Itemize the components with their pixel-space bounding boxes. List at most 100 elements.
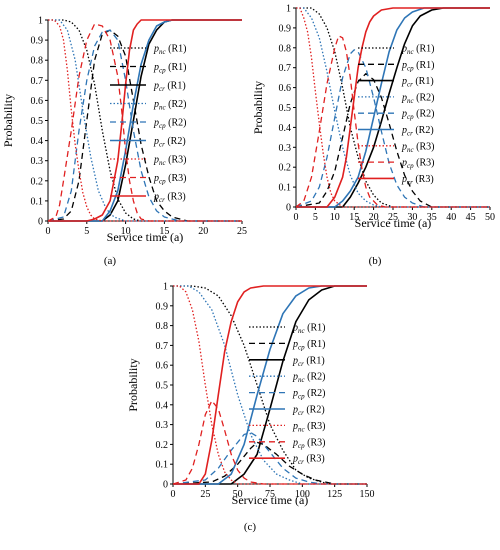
legend-label: pcp (R2) <box>153 118 186 131</box>
series-line-cr-r1 <box>296 7 490 208</box>
y-tick-label: 0.3 <box>279 143 292 154</box>
x-tick-label: 15 <box>159 226 169 237</box>
series-line-cp-r2 <box>296 49 490 208</box>
series-line-cr-r3 <box>48 19 242 222</box>
series-line-cr-r3 <box>173 285 367 485</box>
chart-panel-2: 00.10.20.30.40.50.60.70.80.910 5 10 15 20 25 3… <box>251 4 495 268</box>
x-tick-label: 45 <box>466 212 476 223</box>
y-tick-label: 0.7 <box>156 341 169 352</box>
series-line-cp-r2 <box>173 431 367 485</box>
series-line-cr-r2 <box>48 19 242 222</box>
y-tick-label: 0.8 <box>279 43 292 54</box>
legend-label: pcp (R2) <box>401 109 434 122</box>
y-tick-label: 0.5 <box>156 381 169 392</box>
legend-label: pcr (R3) <box>153 192 186 205</box>
y-tick-label: 0.2 <box>279 163 292 174</box>
legend-label: pnc (R2) <box>401 92 434 105</box>
legend-label: pnc (R1) <box>153 44 186 57</box>
legend-label: pcr (R1) <box>153 81 186 94</box>
series-line-cp-r1 <box>173 441 367 485</box>
chart-panel-3: 0 0.1 0.2 0.3 0.4 0.5 0.6 0.7 0.8 0.9 1 0 25 50 75 100 1… <box>126 282 375 534</box>
series-line-cr-r1 <box>173 285 367 485</box>
legend-label: pcr (R1) <box>292 355 325 368</box>
series-line-cp-r1 <box>296 73 490 208</box>
series-line-cp-r1 <box>48 29 242 222</box>
x-tick-label: 100 <box>295 489 310 500</box>
legend-label: pcp (R1) <box>292 339 325 352</box>
panel-caption: (a) <box>104 255 117 267</box>
y-tick-label: 0.2 <box>156 440 169 451</box>
y-axis-title: Probability <box>126 358 140 411</box>
y-tick-label: 0.1 <box>279 183 292 194</box>
x-tick-label: 40 <box>446 212 456 223</box>
panel-caption: (c) <box>244 521 257 533</box>
x-tick-label: 35 <box>427 212 437 223</box>
legend-label: pcr (R2) <box>292 405 325 418</box>
legend-label: pcr (R2) <box>153 136 186 149</box>
series-line-nc-r2 <box>296 7 490 208</box>
x-tick-label: 25 <box>237 226 247 237</box>
chart-panel-1: 00.10.20.30.40.50.60.70.80.910 5 10 15 20 25S… <box>1 16 247 268</box>
x-tick-label: 15 <box>349 212 359 223</box>
series-line-cp-r3 <box>173 400 367 485</box>
x-tick-label: 0 <box>46 226 51 237</box>
legend-label: pcp (R1) <box>153 62 186 75</box>
x-axis-title: Service time (a) <box>232 493 309 507</box>
y-tick-label: 0.4 <box>156 400 169 411</box>
y-tick-label: 0.8 <box>156 321 169 332</box>
y-tick-label: 0.7 <box>279 63 292 74</box>
y-tick-label: 1 <box>163 282 168 293</box>
x-tick-label: 0 <box>294 212 299 223</box>
series-line-nc-r3 <box>48 19 242 222</box>
y-tick-label: 0.3 <box>156 420 169 431</box>
y-tick-label: 0.8 <box>31 56 44 67</box>
y-axis-title: Probability <box>1 94 15 147</box>
x-tick-label: 5 <box>84 226 89 237</box>
legend-label: pnc (R2) <box>153 99 186 112</box>
legend-label: pcp (R1) <box>401 60 434 73</box>
x-axis-title: Service time (a) <box>355 216 432 230</box>
x-tick-label: 50 <box>233 489 243 500</box>
x-tick-label: 75 <box>265 489 275 500</box>
y-tick-label: 0.4 <box>31 136 44 147</box>
series-line-cr-r3 <box>296 7 490 208</box>
y-tick-label: 0.1 <box>31 196 44 207</box>
series-line-nc-r1 <box>173 285 367 485</box>
series-line-nc-r2 <box>173 285 367 485</box>
legend-label: pcr (R2) <box>401 125 434 138</box>
y-tick-label: 1 <box>38 16 43 27</box>
legend-label: pcp (R3) <box>401 158 434 171</box>
series-line-cp-r3 <box>48 23 242 222</box>
legend-label: pnc (R2) <box>292 372 325 385</box>
series-line-cp-r3 <box>296 35 490 208</box>
x-tick-label: 20 <box>198 226 208 237</box>
legend-label: pnc (R3) <box>292 421 325 434</box>
y-tick-label: 0.6 <box>31 96 44 107</box>
series-line-nc-r3 <box>296 7 490 208</box>
series-line-nc-r3 <box>173 285 367 485</box>
y-tick-label: 0 <box>38 217 43 228</box>
x-tick-label: 10 <box>121 226 131 237</box>
y-tick-label: 0 <box>286 203 291 214</box>
series-line-cr-r2 <box>296 7 490 208</box>
y-axis-title: Probability <box>251 81 265 134</box>
legend-label: pcp (R2) <box>292 388 325 401</box>
y-tick-label: 0.3 <box>31 156 44 167</box>
x-axis-title: Service time (a) <box>107 230 184 244</box>
panel-caption: (b) <box>369 255 382 267</box>
y-tick-label: 0.9 <box>31 36 44 47</box>
legend-label: pnc (R3) <box>153 155 186 168</box>
y-tick-label: 0.4 <box>279 123 292 134</box>
x-tick-label: 25 <box>388 212 398 223</box>
x-tick-label: 0 <box>171 489 176 500</box>
x-tick-label: 25 <box>200 489 210 500</box>
y-tick-label: 0.9 <box>279 23 292 34</box>
x-tick-label: 30 <box>407 212 417 223</box>
legend-label: pcr (R1) <box>401 76 434 89</box>
legend-label: pcp (R3) <box>292 437 325 450</box>
y-tick-label: 0.5 <box>279 103 292 114</box>
legend-label: pnc (R1) <box>401 44 434 57</box>
legend-label: pcr (R3) <box>401 174 434 187</box>
series-line-nc-r1 <box>296 7 490 208</box>
